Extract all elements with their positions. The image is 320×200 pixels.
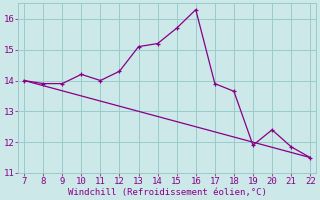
X-axis label: Windchill (Refroidissement éolien,°C): Windchill (Refroidissement éolien,°C) [68, 188, 267, 197]
